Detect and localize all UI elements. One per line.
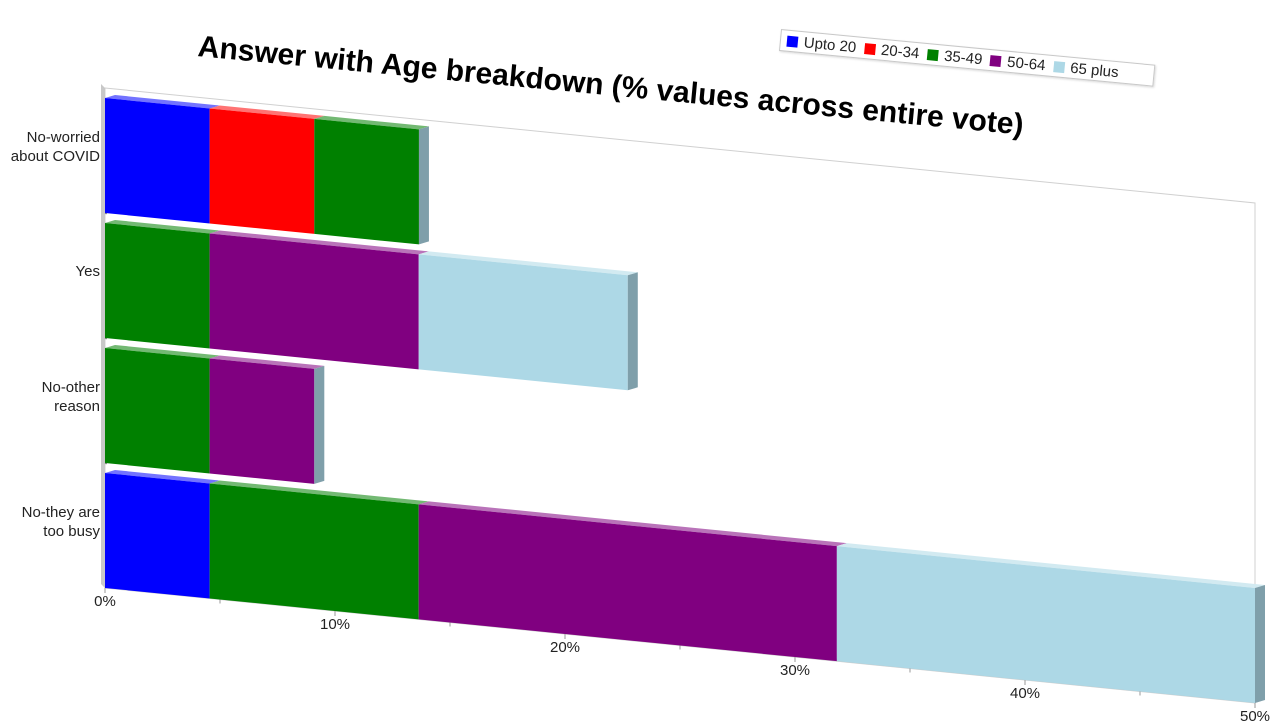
category-label-line: reason [0,397,100,416]
bar-upto-20 [105,473,210,598]
bar-35-49 [105,348,210,473]
category-label: Yes [0,262,100,281]
category-label-line: Yes [0,262,100,281]
legend-swatch [786,35,798,47]
bar-65-plus [419,254,628,390]
legend-item: Upto 20 [786,32,857,56]
legend-label: 65 plus [1070,59,1120,81]
x-tick-label: 50% [1240,708,1270,725]
bar-20-34 [210,108,315,233]
legend-label: Upto 20 [803,34,857,56]
bar-50-64 [210,233,419,369]
bar-end-side [628,272,638,390]
legend-label: 20-34 [880,41,920,62]
bar-end-side [314,366,324,484]
bar-35-49 [210,483,419,619]
category-label-line: No-other [0,378,100,397]
x-tick-label: 40% [1010,685,1040,702]
bar-35-49 [314,119,419,244]
category-label-line: too busy [0,522,100,541]
x-tick-label: 20% [550,639,580,656]
bar-upto-20 [105,98,210,223]
bar-35-49 [105,223,210,348]
x-tick-label: 30% [780,662,810,679]
legend-swatch [1053,61,1065,73]
category-label-line: No-worried [0,128,100,147]
x-tick-label: 10% [320,616,350,633]
legend-swatch [864,43,876,55]
legend-swatch [927,49,939,61]
category-label-line: No-they are [0,503,100,522]
legend-label: 50-64 [1006,53,1046,74]
legend-item: 65 plus [1053,58,1120,81]
legend-item: 50-64 [990,52,1047,74]
y-axis-wall [101,84,105,588]
bar-50-64 [210,358,315,483]
legend-swatch [990,55,1002,67]
x-tick-label: 0% [94,593,116,610]
legend-item: 20-34 [863,40,920,62]
bar-end-side [419,126,429,244]
bar-end-side [1255,585,1265,703]
legend-item: 35-49 [926,46,983,68]
category-label-line: about COVID [0,147,100,166]
legend-label: 35-49 [943,47,983,68]
